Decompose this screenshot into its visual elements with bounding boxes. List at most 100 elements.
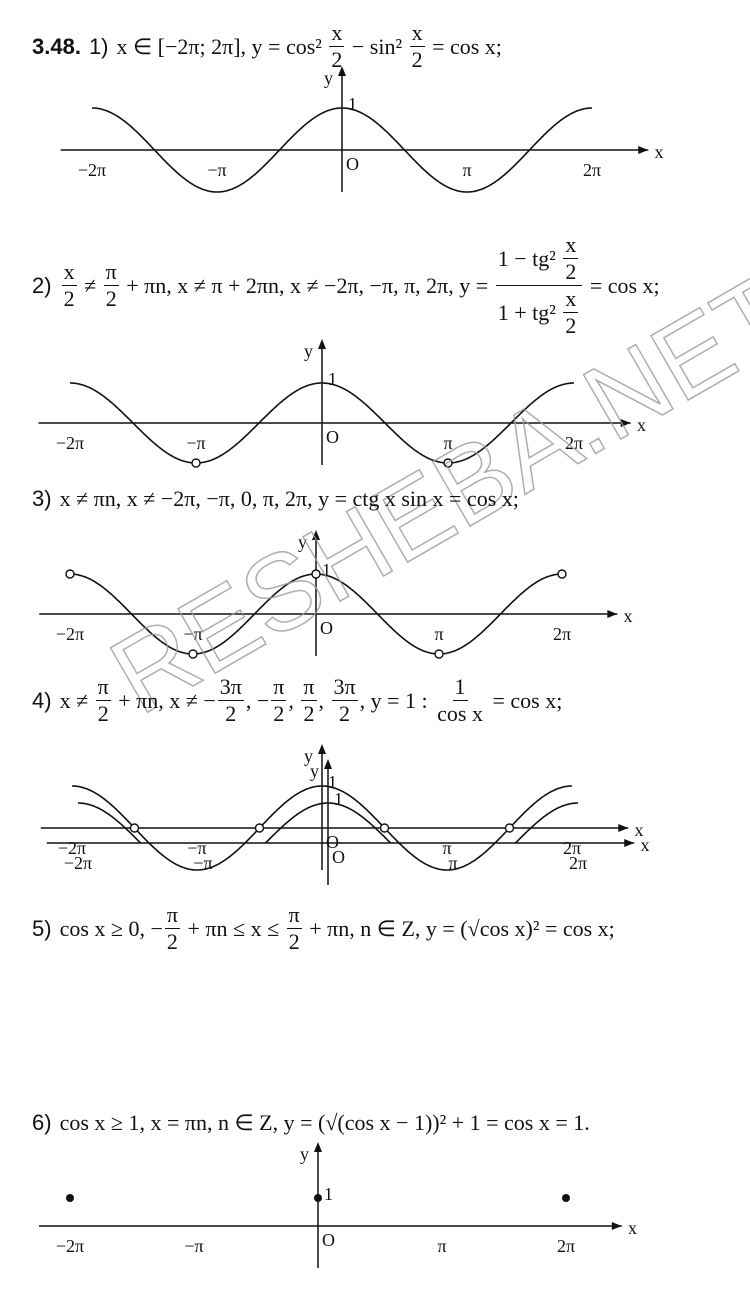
formula-text: 2: [97, 701, 109, 726]
formula-text: 2: [565, 313, 577, 338]
curve: [78, 802, 578, 844]
denominator: 2: [271, 701, 286, 727]
formula-text: π: [303, 674, 315, 699]
axis-name: y: [304, 746, 313, 766]
formula-text: 1 − tg²: [497, 245, 562, 271]
denominator: 2: [165, 929, 180, 955]
numerator: 3π: [217, 674, 244, 701]
tick-label: −2π: [56, 624, 84, 644]
formula-text: 2: [166, 929, 178, 954]
numerator: x: [563, 232, 579, 259]
formula-text: π: [288, 902, 300, 927]
numerator: π: [164, 902, 180, 929]
point: [562, 1194, 570, 1202]
denominator: 2: [96, 701, 111, 727]
denominator: 2: [337, 701, 352, 727]
tick-label: −2π: [78, 160, 106, 180]
tick-label: π: [443, 433, 452, 453]
tick-label: −π: [184, 1236, 203, 1256]
curve: [92, 107, 592, 193]
y-arrow: [324, 759, 332, 769]
one-label: 1: [324, 1184, 333, 1204]
hole: [557, 569, 567, 579]
curve: [70, 382, 574, 464]
axis-name: x: [637, 415, 646, 435]
formula-text: + πn, x ≠ π + 2πn, x ≠ −2π, −π, π, 2π, y…: [120, 272, 494, 298]
tick-label: −2π: [56, 1236, 84, 1256]
denominator: cos x: [435, 701, 485, 727]
axis-name: y: [304, 341, 313, 361]
formula-text: 2: [411, 47, 423, 72]
axis-name: x: [635, 820, 644, 840]
tick-label: −2π: [56, 433, 84, 453]
curve: [72, 785, 572, 871]
origin-label: O: [326, 427, 339, 447]
formula-text: ≠: [78, 272, 102, 298]
tick-label: 2π: [583, 160, 601, 180]
tick-label: −π: [207, 160, 226, 180]
point: [66, 1194, 74, 1202]
formula-text: cos x: [437, 701, 483, 726]
x-arrow: [638, 146, 649, 154]
item-line: 3) x ≠ πn, x ≠ −2π, −π, 0, π, 2π, y = ctg…: [32, 486, 519, 512]
tick-label: −π: [186, 433, 205, 453]
numerator: x: [329, 20, 345, 47]
fraction: 3π 2: [217, 674, 244, 727]
tick-label: π: [448, 853, 457, 873]
formula-text: = cos x;: [486, 687, 563, 713]
formula-text: 1: [454, 674, 466, 699]
axis-name: y: [298, 532, 307, 552]
hole: [434, 649, 444, 659]
y-arrow: [318, 744, 326, 754]
hole: [188, 649, 198, 659]
formula-text: π: [273, 674, 285, 699]
formula-text: 2: [288, 929, 300, 954]
numerator: x: [409, 20, 425, 47]
formula-text: 2: [331, 47, 343, 72]
formula-text: π: [105, 259, 117, 284]
formula-text: + πn ≤ x ≤: [181, 915, 285, 941]
one-label: 1: [322, 560, 331, 580]
formula-text: ,: [288, 687, 300, 713]
formula-text: π: [166, 902, 178, 927]
formula-text: 3π: [333, 674, 356, 699]
formula-text: cos x ≥ 1, x = πn, n ∈ Z, y = (√(cos x −…: [59, 1110, 590, 1135]
hole: [311, 569, 321, 579]
origin-label: O: [320, 618, 333, 638]
y-arrow: [338, 66, 346, 76]
formula-text: 2: [339, 701, 351, 726]
item-number: 5): [32, 915, 52, 941]
fraction: 1 cos x: [435, 674, 485, 727]
numerator: π: [271, 674, 287, 701]
item-number: 4): [32, 687, 52, 713]
origin-label: O: [332, 847, 345, 867]
tick-label: π: [437, 1236, 446, 1256]
formula-text: x: [565, 286, 577, 311]
denominator: 2: [104, 286, 119, 312]
axis-name: y: [310, 761, 319, 781]
formula-text: + πn, x ≠ −: [112, 687, 216, 713]
axis-name: x: [641, 835, 650, 855]
x-arrow: [618, 824, 629, 832]
item-line: 6) cos x ≥ 1, x = πn, n ∈ Z, y = (√(cos x…: [32, 1110, 590, 1136]
tick-label: π: [434, 624, 443, 644]
y-arrow: [314, 1142, 322, 1152]
tick-label: 2π: [553, 624, 571, 644]
formula-text: 3π: [219, 674, 242, 699]
formula-text: 2: [303, 701, 315, 726]
x-arrow: [607, 610, 618, 618]
one-label: 1: [334, 789, 343, 809]
numerator: x: [563, 286, 579, 313]
formula-text: = cos x;: [426, 33, 502, 59]
